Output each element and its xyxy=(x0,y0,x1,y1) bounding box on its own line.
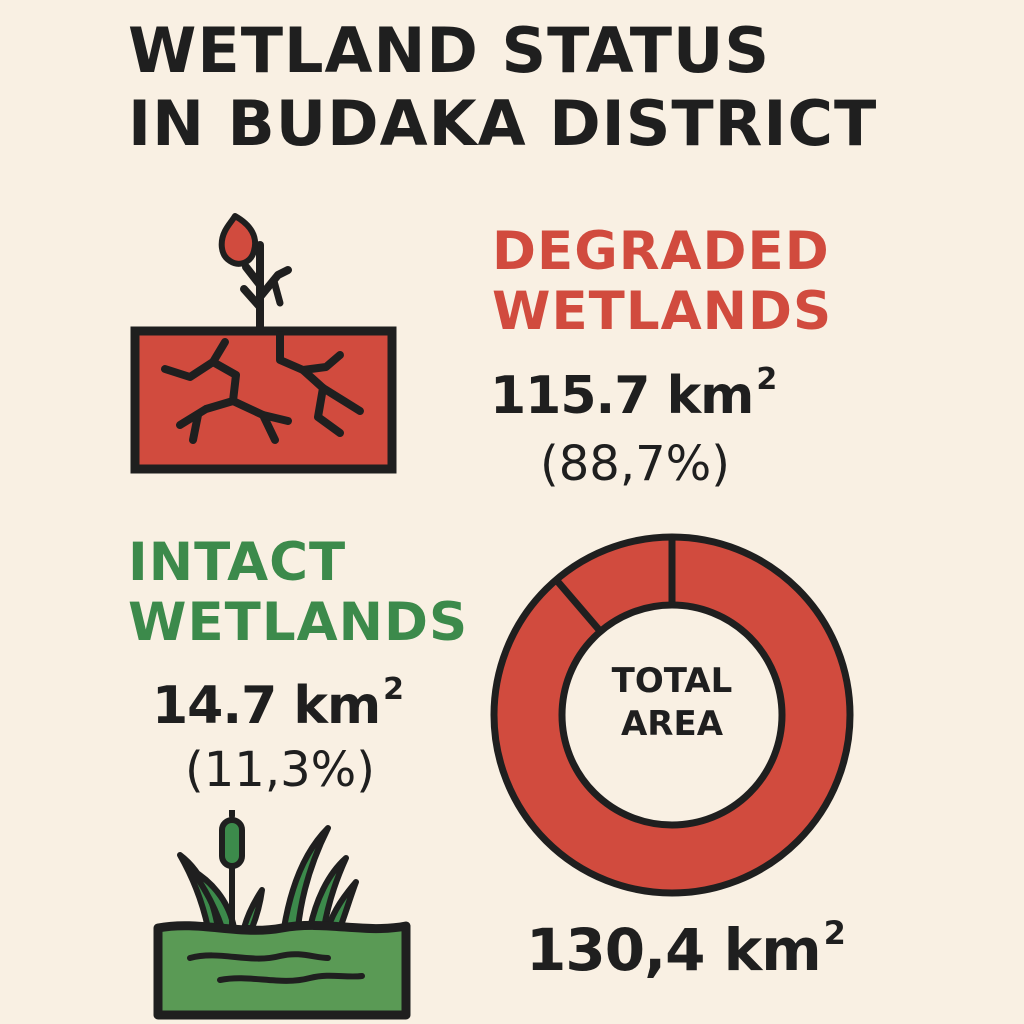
intact-percent: (11,3%) xyxy=(185,742,375,798)
donut-slice-divider-2 xyxy=(553,577,604,634)
title-line-2: IN BUDAKA DISTRICT xyxy=(128,87,878,161)
total-area: 130,4 km2 xyxy=(526,914,846,984)
degraded-label: DEGRADED WETLANDS xyxy=(492,221,833,343)
donut-slices xyxy=(490,533,854,897)
intact-label-line-2: WETLANDS xyxy=(128,592,469,654)
intact-label: INTACT WETLANDS xyxy=(128,532,469,654)
degraded-label-line-1: DEGRADED xyxy=(492,221,830,282)
cracked-soil-sprout-icon xyxy=(130,213,397,474)
degraded-label-line-2: WETLANDS xyxy=(492,281,833,343)
title-line-1: WETLAND STATUS xyxy=(128,14,771,87)
degraded-area-unit-sup: 2 xyxy=(756,362,777,397)
chart-title: WETLAND STATUS IN BUDAKA DISTRICT xyxy=(128,14,877,160)
degraded-area-value: 115.7 km xyxy=(490,366,754,426)
total-area-value: 130,4 km xyxy=(526,916,822,984)
donut-center-label: TOTAL AREA xyxy=(572,660,772,745)
intact-area: 14.7 km 2 xyxy=(152,672,404,736)
donut-outer-outline xyxy=(490,533,854,897)
intact-area-unit-sup: 2 xyxy=(383,672,404,707)
total-area-unit-sup: 2 xyxy=(823,914,846,952)
center-label-line-2: AREA xyxy=(620,703,724,744)
intact-area-value: 14.7 km xyxy=(152,676,381,736)
cattail-marsh-water-icon xyxy=(153,810,411,1020)
donut-chart xyxy=(490,533,854,897)
degraded-area: 115.7 km 2 xyxy=(490,362,777,426)
donut-inner-outline xyxy=(558,601,786,829)
intact-label-line-1: INTACT xyxy=(128,532,347,593)
center-label-line-1: TOTAL xyxy=(611,661,733,701)
degraded-percent: (88,7%) xyxy=(540,436,730,492)
